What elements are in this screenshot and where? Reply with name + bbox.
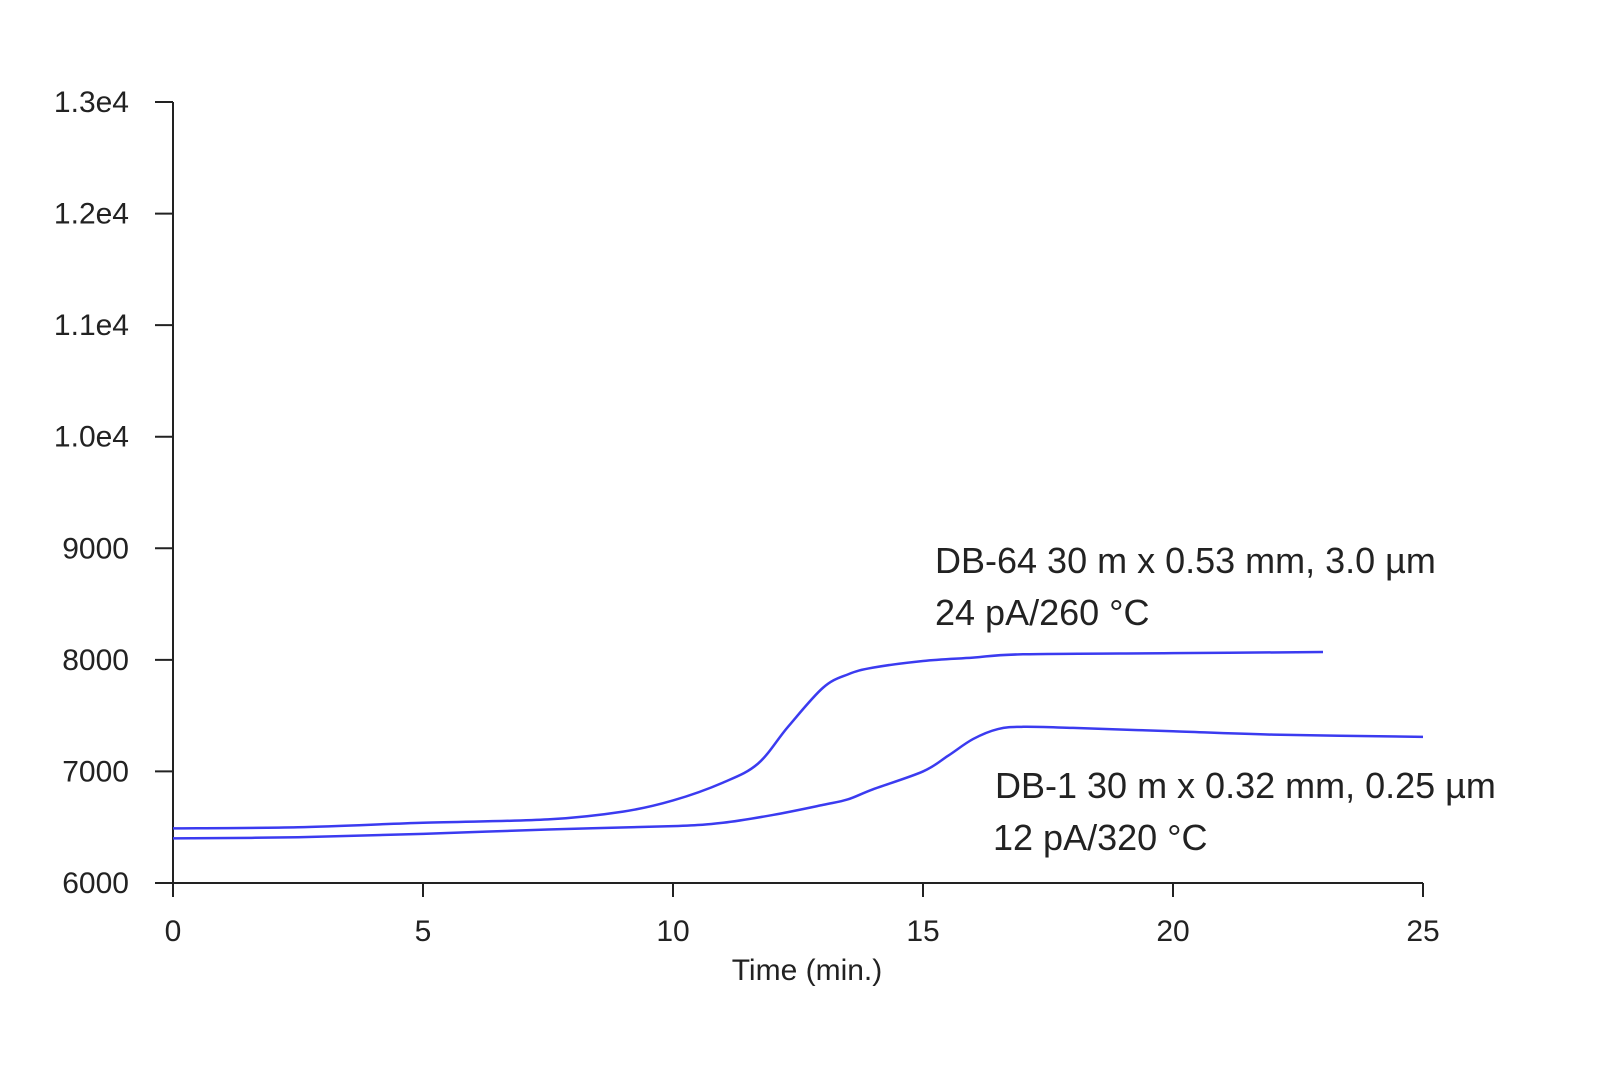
x-tick-label: 0	[165, 915, 182, 948]
y-tick-label: 1.1e4	[54, 309, 129, 342]
y-tick-label: 6000	[62, 867, 129, 900]
annotation-db64-line2: 24 pA/260 °C	[935, 592, 1150, 633]
x-tick-label: 5	[415, 915, 432, 948]
axes: 6000 7000 8000 9000 1.0e4 1.1e4 1.2e4 1.3e4 0 5 10…	[54, 86, 1440, 948]
annotation-db1-line1: DB-1 30 m x 0.32 mm, 0.25 µm	[995, 765, 1496, 806]
x-axis-label: Time (min.)	[732, 954, 883, 987]
y-tick-label: 9000	[62, 532, 129, 565]
annotation-db1-line2: 12 pA/320 °C	[993, 817, 1208, 858]
y-tick-label: 1.3e4	[54, 86, 129, 119]
annotation-db64-line1: DB-64 30 m x 0.53 mm, 3.0 µm	[935, 540, 1436, 581]
y-tick-label: 8000	[62, 644, 129, 677]
series-line-db-1	[172, 725, 1424, 840]
x-tick-label: 10	[656, 915, 689, 948]
series-line-db-64	[172, 650, 1324, 830]
y-tick-label: 1.0e4	[54, 421, 129, 454]
x-tick-label: 15	[906, 915, 939, 948]
y-tick-label: 1.2e4	[54, 198, 129, 231]
y-tick-label: 7000	[62, 755, 129, 788]
x-tick-label: 20	[1156, 915, 1189, 948]
series-lines	[172, 650, 1424, 840]
x-tick-label: 25	[1406, 915, 1439, 948]
